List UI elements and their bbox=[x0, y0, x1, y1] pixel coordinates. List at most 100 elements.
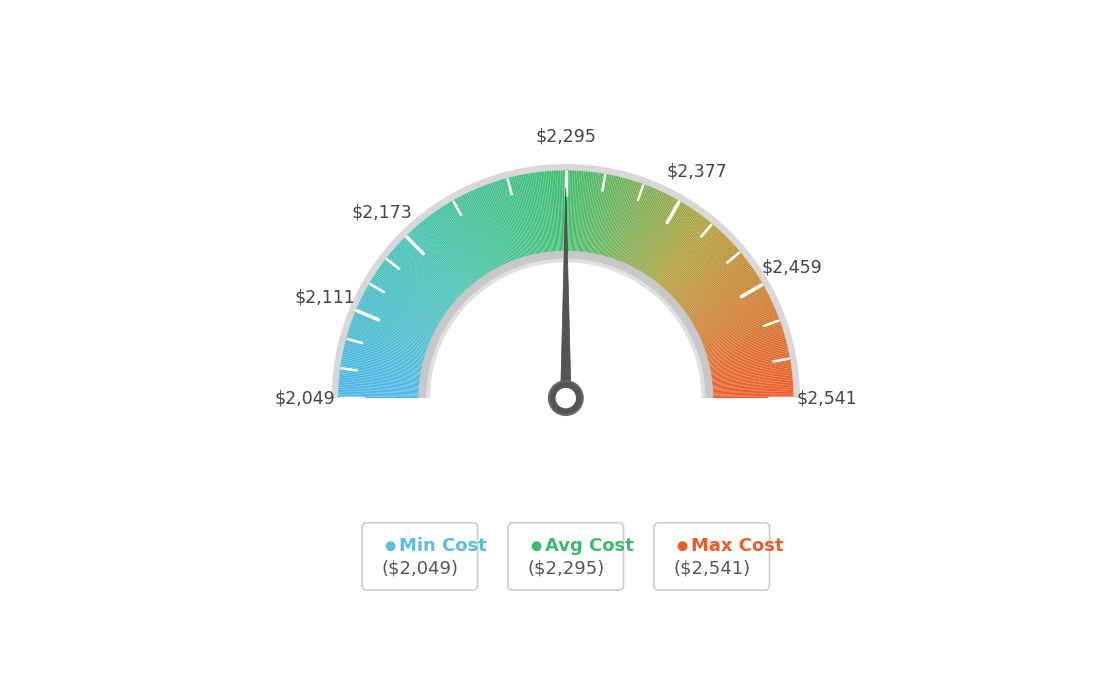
Wedge shape bbox=[692, 285, 764, 327]
Wedge shape bbox=[438, 209, 485, 277]
Wedge shape bbox=[709, 350, 788, 368]
Wedge shape bbox=[392, 250, 455, 304]
Wedge shape bbox=[703, 319, 781, 348]
Wedge shape bbox=[499, 180, 524, 259]
Wedge shape bbox=[445, 204, 489, 274]
Wedge shape bbox=[426, 217, 477, 283]
Wedge shape bbox=[664, 230, 721, 291]
Wedge shape bbox=[622, 188, 655, 264]
Wedge shape bbox=[383, 262, 449, 311]
Wedge shape bbox=[614, 184, 643, 261]
Wedge shape bbox=[362, 295, 436, 333]
Wedge shape bbox=[668, 236, 726, 295]
Wedge shape bbox=[699, 304, 774, 339]
Wedge shape bbox=[533, 172, 546, 253]
Wedge shape bbox=[339, 371, 421, 382]
Wedge shape bbox=[529, 173, 543, 254]
Wedge shape bbox=[682, 262, 749, 311]
Wedge shape bbox=[697, 296, 771, 334]
Text: $2,049: $2,049 bbox=[274, 389, 335, 407]
Wedge shape bbox=[452, 200, 493, 272]
Wedge shape bbox=[420, 223, 473, 286]
Wedge shape bbox=[357, 308, 432, 341]
Wedge shape bbox=[712, 391, 794, 395]
Wedge shape bbox=[612, 182, 639, 260]
Wedge shape bbox=[349, 326, 427, 353]
Wedge shape bbox=[364, 290, 437, 330]
Wedge shape bbox=[680, 257, 745, 308]
Wedge shape bbox=[709, 348, 788, 367]
Wedge shape bbox=[702, 316, 778, 346]
Wedge shape bbox=[645, 207, 691, 276]
Wedge shape bbox=[343, 348, 423, 367]
Wedge shape bbox=[394, 248, 456, 302]
Wedge shape bbox=[450, 201, 492, 273]
Wedge shape bbox=[705, 333, 785, 357]
Wedge shape bbox=[656, 219, 708, 284]
Wedge shape bbox=[338, 393, 420, 396]
Polygon shape bbox=[561, 188, 571, 398]
Wedge shape bbox=[710, 366, 792, 379]
Wedge shape bbox=[709, 352, 789, 370]
Wedge shape bbox=[627, 191, 662, 266]
Wedge shape bbox=[350, 324, 427, 352]
Wedge shape bbox=[379, 267, 446, 315]
Circle shape bbox=[678, 541, 688, 551]
Wedge shape bbox=[453, 199, 495, 271]
Wedge shape bbox=[700, 308, 775, 341]
Wedge shape bbox=[617, 185, 648, 262]
Wedge shape bbox=[641, 203, 684, 274]
Wedge shape bbox=[602, 177, 624, 257]
Wedge shape bbox=[476, 188, 509, 264]
Wedge shape bbox=[482, 186, 513, 262]
Wedge shape bbox=[596, 175, 615, 255]
Wedge shape bbox=[368, 284, 439, 326]
Wedge shape bbox=[500, 179, 526, 258]
Wedge shape bbox=[342, 355, 423, 372]
Wedge shape bbox=[609, 181, 636, 259]
Wedge shape bbox=[628, 192, 665, 266]
Wedge shape bbox=[704, 328, 783, 354]
Wedge shape bbox=[436, 210, 484, 278]
Wedge shape bbox=[710, 364, 792, 377]
Text: Min Cost: Min Cost bbox=[400, 538, 487, 555]
Wedge shape bbox=[704, 326, 783, 353]
Wedge shape bbox=[701, 313, 777, 344]
Wedge shape bbox=[615, 184, 645, 261]
Wedge shape bbox=[676, 248, 737, 302]
Wedge shape bbox=[630, 194, 668, 268]
Wedge shape bbox=[539, 172, 550, 253]
Wedge shape bbox=[384, 260, 449, 310]
Wedge shape bbox=[694, 290, 767, 330]
Wedge shape bbox=[415, 226, 470, 288]
Wedge shape bbox=[709, 354, 789, 371]
Wedge shape bbox=[582, 172, 593, 253]
Wedge shape bbox=[561, 170, 563, 252]
Wedge shape bbox=[699, 306, 775, 340]
Wedge shape bbox=[644, 206, 689, 275]
Wedge shape bbox=[410, 231, 467, 292]
Wedge shape bbox=[542, 171, 552, 253]
Wedge shape bbox=[574, 170, 580, 253]
Wedge shape bbox=[372, 276, 443, 321]
Wedge shape bbox=[416, 225, 471, 288]
Wedge shape bbox=[506, 178, 529, 257]
Wedge shape bbox=[341, 359, 422, 374]
Wedge shape bbox=[660, 224, 713, 287]
Wedge shape bbox=[577, 171, 585, 253]
Wedge shape bbox=[690, 277, 760, 322]
Wedge shape bbox=[550, 171, 556, 253]
Text: $2,295: $2,295 bbox=[535, 128, 596, 146]
Wedge shape bbox=[480, 186, 512, 263]
Wedge shape bbox=[344, 345, 424, 365]
Wedge shape bbox=[686, 267, 753, 315]
Wedge shape bbox=[541, 172, 551, 253]
Wedge shape bbox=[708, 343, 787, 364]
Wedge shape bbox=[464, 194, 501, 268]
Wedge shape bbox=[367, 287, 438, 328]
Wedge shape bbox=[395, 246, 457, 302]
Wedge shape bbox=[444, 205, 489, 275]
Wedge shape bbox=[671, 241, 732, 298]
Wedge shape bbox=[363, 292, 437, 331]
Wedge shape bbox=[710, 357, 790, 373]
